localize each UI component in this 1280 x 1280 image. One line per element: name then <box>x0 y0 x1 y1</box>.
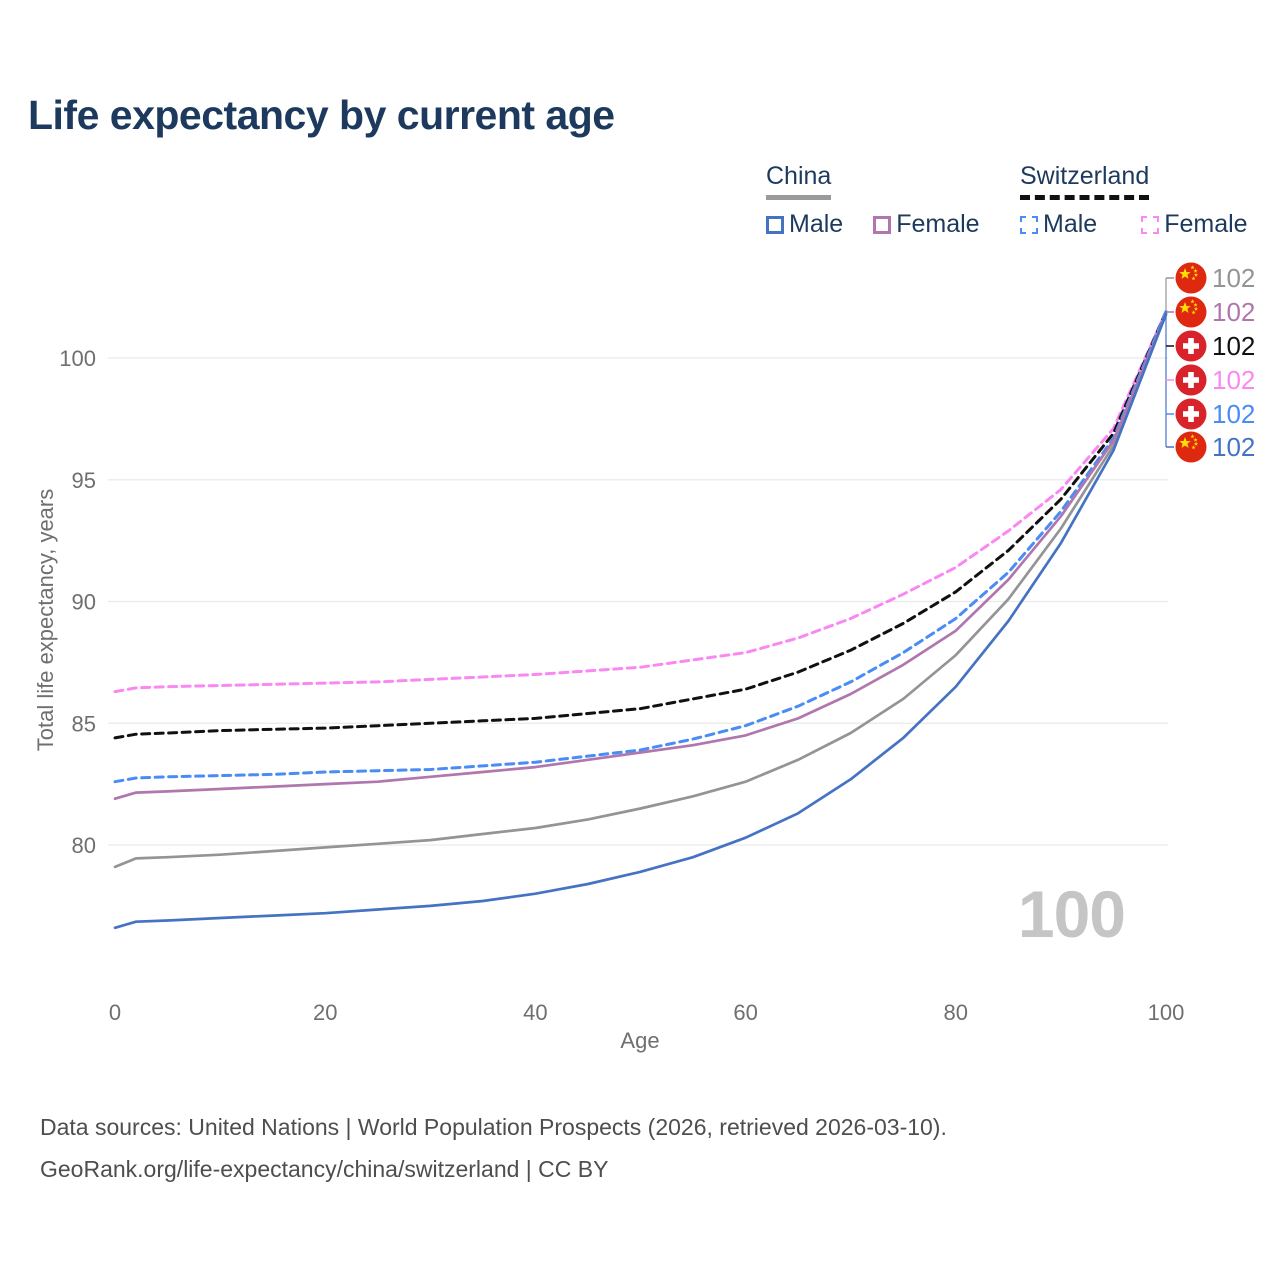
x-tick-label: 40 <box>523 1000 547 1025</box>
switzerland-male-swatch-icon <box>1020 215 1038 234</box>
series-line-china-total[interactable] <box>113 312 1168 869</box>
legend-china-female-label: Female <box>896 210 980 238</box>
legend-switzerland-items: Male Female <box>1020 210 1248 239</box>
china-flag-small-star <box>1193 268 1198 273</box>
end-value-label: 102 <box>1212 331 1255 361</box>
china-flag-small-star <box>1193 306 1199 311</box>
china-flag-big-star <box>1179 268 1191 279</box>
y-tick-label: 85 <box>72 711 96 736</box>
china-flag-big-star <box>1179 437 1191 448</box>
footer-url-line: GeoRank.org/life-expectancy/china/switze… <box>40 1156 609 1182</box>
china-flag-small-star <box>1193 441 1199 446</box>
china-flag-small-star <box>1193 272 1199 277</box>
age-counter-watermark: 100 <box>1017 877 1126 951</box>
legend-item-switzerland-female[interactable]: Female <box>1141 210 1248 239</box>
end-value-label: 102 <box>1212 263 1255 293</box>
china-flag-small-star <box>1191 310 1196 315</box>
end-value-label: 102 <box>1212 399 1255 429</box>
china-flag-small-star <box>1190 265 1195 270</box>
series-line-switzerland-female[interactable] <box>113 310 1168 694</box>
y-axis-title: Total life expectancy, years <box>33 488 58 752</box>
china-male-swatch-icon <box>766 215 784 234</box>
y-tick-label: 80 <box>72 833 96 858</box>
end-value-label: 102 <box>1212 297 1255 327</box>
switzerland-female-swatch-icon <box>1141 215 1160 234</box>
y-tick-label: 95 <box>72 468 96 493</box>
footer-sources-line: Data sources: United Nations | World Pop… <box>40 1114 947 1140</box>
china-flag-small-star <box>1191 276 1196 281</box>
legend-china-label[interactable]: China <box>766 162 832 200</box>
legend-item-china-male[interactable]: Male <box>766 210 843 239</box>
legend-switzerland-female-label: Female <box>1164 210 1248 238</box>
y-tick-label: 100 <box>59 346 96 371</box>
china-female-swatch-icon <box>873 215 892 234</box>
x-tick-label: 20 <box>313 1000 337 1025</box>
end-value-label: 102 <box>1212 365 1255 395</box>
legend-switzerland-male-label: Male <box>1043 210 1098 238</box>
swiss-cross-v <box>1188 406 1194 422</box>
legend-switzerland-label[interactable]: Switzerland <box>1020 162 1150 200</box>
x-axis-title: Age <box>620 1028 660 1053</box>
china-flag-small-star <box>1190 434 1195 439</box>
page-title: Life expectancy by current age <box>28 92 615 138</box>
series-line-china-female[interactable] <box>113 312 1168 801</box>
swiss-cross-v <box>1188 338 1194 354</box>
x-tick-label: 80 <box>944 1000 968 1025</box>
china-flag-icon <box>1175 431 1207 463</box>
legend-china-items: Male Female <box>766 210 980 239</box>
china-flag-small-star <box>1190 299 1195 304</box>
swiss-cross-v <box>1188 372 1194 388</box>
footer: Data sources: United Nations | World Pop… <box>40 1106 947 1190</box>
legend-group-switzerland: Switzerland Male Female <box>1020 162 1248 239</box>
china-flag-small-star <box>1193 437 1198 442</box>
y-tick-label: 90 <box>72 590 96 615</box>
series-line-switzerland-total[interactable] <box>113 310 1168 740</box>
x-tick-label: 60 <box>733 1000 757 1025</box>
china-flag-icon <box>1175 296 1207 328</box>
x-tick-label: 0 <box>109 1000 121 1025</box>
legend-item-switzerland-male[interactable]: Male <box>1020 210 1097 239</box>
china-flag-small-star <box>1193 302 1198 307</box>
series-line-switzerland-male[interactable] <box>113 310 1168 784</box>
china-flag-icon <box>1175 262 1207 294</box>
legend-group-china: China Male Female <box>766 162 980 239</box>
legend-china-male-label: Male <box>789 210 844 238</box>
legend: China Male Female Switzerland Male <box>0 162 1280 252</box>
x-tick-label: 100 <box>1148 1000 1185 1025</box>
china-flag-big-star <box>1179 302 1191 313</box>
end-value-label: 102 <box>1212 432 1255 462</box>
china-flag-small-star <box>1191 445 1196 450</box>
legend-item-china-female[interactable]: Female <box>873 210 980 239</box>
series-line-china-male[interactable] <box>113 312 1168 930</box>
